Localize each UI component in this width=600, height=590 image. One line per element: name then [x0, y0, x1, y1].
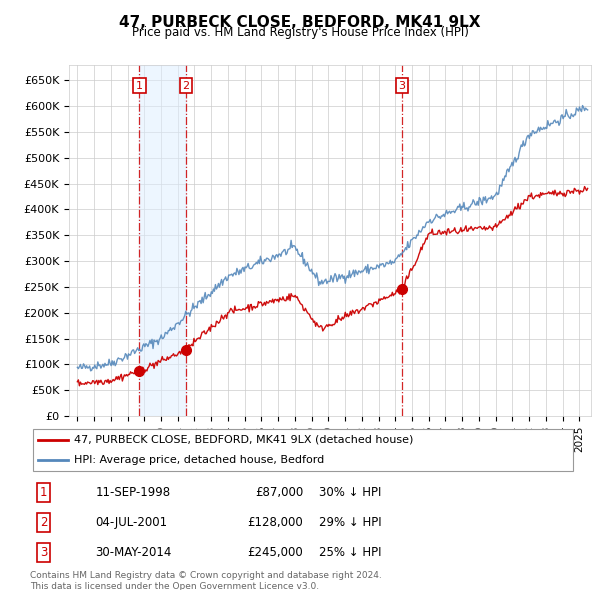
Text: 3: 3: [40, 546, 47, 559]
Text: 25% ↓ HPI: 25% ↓ HPI: [319, 546, 382, 559]
Text: 30-MAY-2014: 30-MAY-2014: [95, 546, 172, 559]
Text: 2: 2: [40, 516, 47, 529]
Text: 47, PURBECK CLOSE, BEDFORD, MK41 9LX: 47, PURBECK CLOSE, BEDFORD, MK41 9LX: [119, 15, 481, 30]
FancyBboxPatch shape: [33, 428, 573, 471]
Text: £128,000: £128,000: [247, 516, 303, 529]
Text: HPI: Average price, detached house, Bedford: HPI: Average price, detached house, Bedf…: [74, 455, 324, 465]
Text: 3: 3: [398, 81, 406, 90]
Text: 11-SEP-1998: 11-SEP-1998: [95, 486, 170, 499]
Text: Price paid vs. HM Land Registry's House Price Index (HPI): Price paid vs. HM Land Registry's House …: [131, 26, 469, 39]
Text: 1: 1: [136, 81, 143, 90]
Text: Contains HM Land Registry data © Crown copyright and database right 2024.
This d: Contains HM Land Registry data © Crown c…: [30, 571, 382, 590]
Text: 04-JUL-2001: 04-JUL-2001: [95, 516, 167, 529]
Text: 29% ↓ HPI: 29% ↓ HPI: [319, 516, 382, 529]
Text: £87,000: £87,000: [255, 486, 303, 499]
Text: 2: 2: [182, 81, 190, 90]
Bar: [139, 65, 186, 416]
Text: 30% ↓ HPI: 30% ↓ HPI: [319, 486, 382, 499]
Text: £245,000: £245,000: [247, 546, 303, 559]
Text: 47, PURBECK CLOSE, BEDFORD, MK41 9LX (detached house): 47, PURBECK CLOSE, BEDFORD, MK41 9LX (de…: [74, 435, 413, 445]
Text: 1: 1: [40, 486, 47, 499]
